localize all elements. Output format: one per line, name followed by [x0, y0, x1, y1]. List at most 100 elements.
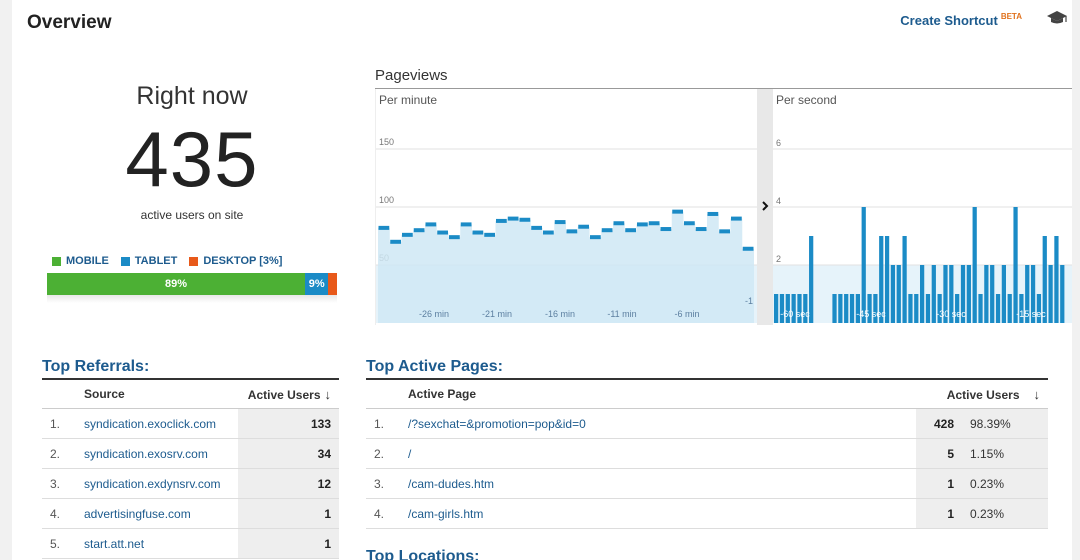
referral-source-link[interactable]: start.att.net — [76, 528, 238, 559]
data-point — [719, 229, 730, 234]
data-point — [460, 222, 472, 227]
page-active-users: 5 — [916, 438, 962, 469]
data-point — [684, 221, 695, 226]
bar-shadow — [47, 295, 337, 303]
chart-expand-handle[interactable] — [757, 89, 773, 325]
data-point — [472, 230, 484, 235]
page-active-percent: 98.39% — [962, 408, 1048, 439]
sort-down-icon[interactable]: ↓ — [1033, 386, 1041, 402]
x-tick-label: -16 min — [545, 309, 575, 319]
active-page-link[interactable]: /?sexchat=&promotion=pop&id=0 — [400, 408, 916, 439]
table-row[interactable]: 3./cam-dudes.htm 1 0.23% — [366, 468, 1048, 499]
page-active-percent: 0.23% — [962, 468, 1048, 499]
data-bar — [960, 265, 966, 323]
y-tick-label: 4 — [776, 196, 781, 206]
graduation-cap-icon[interactable] — [1046, 9, 1068, 27]
page-active-percent: 1.15% — [962, 438, 1048, 469]
pageviews-divider — [375, 88, 1072, 89]
active-users-header[interactable]: Active Users ↓ — [238, 379, 339, 409]
referral-active-users: 1 — [238, 498, 339, 529]
create-shortcut-link[interactable]: Create Shortcut BETA — [900, 12, 1022, 28]
x-tick-label: -6 min — [674, 309, 699, 319]
data-point — [590, 235, 601, 240]
legend-desktop: DESKTOP [3%] — [189, 255, 282, 267]
referral-source-link[interactable]: advertisingfuse.com — [76, 498, 238, 529]
table-row[interactable]: 1./?sexchat=&promotion=pop&id=0 428 98.39% — [366, 408, 1048, 439]
data-point — [695, 227, 707, 232]
top-locations-title: Top Locations: — [366, 548, 480, 560]
page-active-users: 1 — [916, 468, 962, 499]
referral-source-link[interactable]: syndication.exdynsrv.com — [76, 468, 238, 499]
data-bar — [1060, 265, 1065, 323]
page-active-users: 428 — [916, 408, 962, 439]
data-bar — [774, 294, 779, 323]
data-bar — [1030, 265, 1036, 323]
table-row[interactable]: 3. syndication.exdynsrv.com 12 — [42, 468, 339, 499]
create-shortcut-label: Create Shortcut — [900, 13, 998, 28]
data-bar — [966, 265, 971, 323]
table-row[interactable]: 4./cam-girls.htm 1 0.23% — [366, 498, 1048, 529]
per-second-chart: Per second 6 4 2 -60 sec -45 sec -30 sec -15 s… — [773, 89, 1072, 325]
table-row[interactable]: 1. syndication.exoclick.com 133 — [42, 408, 339, 439]
row-rank: 4. — [366, 498, 400, 529]
data-point — [554, 220, 566, 225]
desktop-swatch — [189, 256, 199, 266]
data-bar — [949, 265, 954, 323]
data-bar — [943, 265, 948, 323]
tablet-swatch — [120, 256, 130, 266]
table-row[interactable]: 5. start.att.net 1 — [42, 528, 339, 559]
per-second-label: Per second — [776, 93, 837, 107]
data-bar — [1001, 265, 1006, 323]
desktop-share-segment — [328, 273, 337, 295]
active-page-header[interactable]: Active Page — [400, 379, 916, 409]
x-tick-label: -60 sec — [780, 309, 810, 319]
data-bar — [896, 265, 901, 323]
data-bar — [1019, 294, 1024, 323]
x-tick-label: -30 sec — [936, 309, 966, 319]
beta-badge: BETA — [1000, 12, 1022, 21]
data-bar — [908, 294, 913, 323]
source-header[interactable]: Source — [76, 379, 238, 409]
data-point — [390, 239, 401, 244]
data-bar — [791, 294, 796, 323]
x-tick-label: -1 — [745, 296, 753, 306]
top-referrals-title: Top Referrals: — [42, 358, 150, 375]
x-tick-label: -15 sec — [1016, 309, 1046, 319]
referral-active-users: 34 — [238, 438, 339, 469]
sort-down-icon[interactable]: ↓ — [324, 386, 332, 402]
data-bar — [884, 236, 890, 323]
referral-source-link[interactable]: syndication.exoclick.com — [76, 408, 238, 439]
data-point — [519, 217, 531, 222]
active-users-header-label: Active Users — [946, 387, 1020, 402]
table-row[interactable]: 2./5 1.15% — [366, 438, 1048, 469]
data-point — [425, 222, 437, 227]
data-point — [578, 224, 589, 229]
data-point — [378, 225, 390, 230]
tablet-share-segment: 9% — [305, 273, 329, 295]
active-page-link[interactable]: / — [400, 438, 916, 469]
referral-source-link[interactable]: syndication.exosrv.com — [76, 438, 238, 469]
x-tick-label: -11 min — [607, 309, 636, 319]
data-bar — [1025, 265, 1030, 323]
per-second-plot: 6 4 2 -60 sec -45 sec -30 sec -15 sec — [773, 138, 1072, 323]
data-bar — [779, 294, 785, 323]
active-page-link[interactable]: /cam-girls.htm — [400, 498, 916, 529]
data-point — [413, 228, 425, 233]
page-active-percent: 0.23% — [962, 498, 1048, 529]
referral-active-users: 12 — [238, 468, 339, 499]
row-rank: 3. — [366, 468, 400, 499]
data-bar — [797, 294, 802, 323]
legend-mobile: MOBILE — [52, 255, 109, 267]
active-users-header[interactable]: Active Users ↓ — [916, 379, 1048, 409]
data-point — [484, 232, 495, 237]
row-rank: 3. — [42, 468, 76, 499]
table-row[interactable]: 4. advertisingfuse.com 1 — [42, 498, 339, 529]
active-users-header-label: Active Users — [247, 387, 321, 402]
top-active-pages-title: Top Active Pages: — [366, 358, 503, 375]
chevron-right-icon[interactable] — [757, 89, 773, 325]
data-bar — [990, 265, 995, 323]
data-bar — [931, 265, 936, 323]
table-row[interactable]: 2. syndication.exosrv.com 34 — [42, 438, 339, 469]
right-now-title: Right now — [136, 82, 248, 110]
active-page-link[interactable]: /cam-dudes.htm — [400, 468, 916, 499]
